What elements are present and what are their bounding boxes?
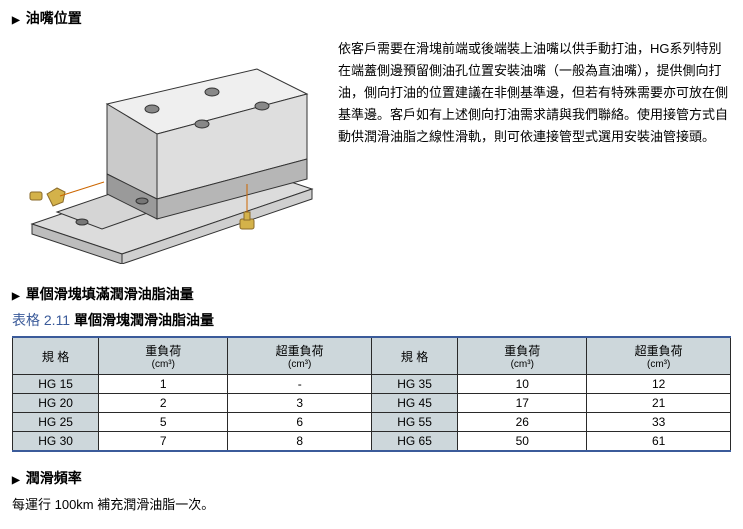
col-heavy-left-unit: (cm³) (103, 359, 223, 370)
table-caption: 表格 2.11 單個滑塊潤滑油脂油量 (12, 310, 731, 330)
cell-spec: HG 65 (371, 432, 457, 452)
col-super-right: 超重負荷 (cm³) (587, 337, 731, 375)
cell-super: 33 (587, 413, 731, 432)
cell-super: 12 (587, 375, 731, 394)
oil-nozzle-description: 依客戶需要在滑塊前端或後端裝上油嘴以供手動打油，HG系列特別在端蓋側邊預留側油孔… (338, 34, 731, 264)
cell-spec: HG 15 (13, 375, 99, 394)
cell-heavy: 1 (99, 375, 228, 394)
table-row: HG 2556HG 552633 (13, 413, 731, 432)
col-super-right-unit: (cm³) (591, 359, 726, 370)
cell-spec: HG 35 (371, 375, 457, 394)
cell-heavy: 2 (99, 394, 228, 413)
grease-volume-table: 規 格 重負荷 (cm³) 超重負荷 (cm³) 規 格 重負荷 (cm³) 超… (12, 336, 731, 452)
linear-guide-svg (12, 34, 322, 264)
table-caption-text: 單個滑塊潤滑油脂油量 (74, 312, 214, 328)
table-row: HG 3078HG 655061 (13, 432, 731, 452)
section-oil-nozzle-title: 油嘴位置 (12, 8, 731, 28)
cell-heavy: 7 (99, 432, 228, 452)
table-caption-number: 表格 2.11 (12, 312, 70, 328)
table-row: HG 151-HG 351012 (13, 375, 731, 394)
col-heavy-left: 重負荷 (cm³) (99, 337, 228, 375)
cell-heavy: 26 (458, 413, 587, 432)
cell-super: 61 (587, 432, 731, 452)
col-heavy-left-label: 重負荷 (103, 342, 223, 359)
section-lubrication-frequency-title: 潤滑頻率 (12, 468, 731, 488)
col-super-left-unit: (cm³) (232, 359, 367, 370)
col-heavy-right: 重負荷 (cm³) (458, 337, 587, 375)
table-row: HG 2023HG 451721 (13, 394, 731, 413)
col-spec-left: 規 格 (13, 337, 99, 375)
cell-super: 21 (587, 394, 731, 413)
linear-guide-illustration (12, 34, 322, 264)
cell-heavy: 17 (458, 394, 587, 413)
col-heavy-right-unit: (cm³) (462, 359, 582, 370)
cell-heavy: 50 (458, 432, 587, 452)
cell-super: 8 (228, 432, 372, 452)
cell-super: 3 (228, 394, 372, 413)
top-section: 依客戶需要在滑塊前端或後端裝上油嘴以供手動打油，HG系列特別在端蓋側邊預留側油孔… (12, 34, 731, 264)
cell-spec: HG 25 (13, 413, 99, 432)
cell-super: - (228, 375, 372, 394)
cell-spec: HG 45 (371, 394, 457, 413)
lubrication-frequency-note: 每運行 100km 補充潤滑油脂一次。 (12, 494, 731, 513)
col-super-left-label: 超重負荷 (232, 342, 367, 359)
cell-heavy: 5 (99, 413, 228, 432)
cell-spec: HG 30 (13, 432, 99, 452)
col-super-right-label: 超重負荷 (591, 342, 726, 359)
cell-heavy: 10 (458, 375, 587, 394)
table-body: HG 151-HG 351012HG 2023HG 451721HG 2556H… (13, 375, 731, 452)
cell-spec: HG 55 (371, 413, 457, 432)
cell-spec: HG 20 (13, 394, 99, 413)
section-grease-volume-title: 單個滑塊填滿潤滑油脂油量 (12, 284, 731, 304)
cell-super: 6 (228, 413, 372, 432)
col-super-left: 超重負荷 (cm³) (228, 337, 372, 375)
col-heavy-right-label: 重負荷 (462, 342, 582, 359)
col-spec-right: 規 格 (371, 337, 457, 375)
